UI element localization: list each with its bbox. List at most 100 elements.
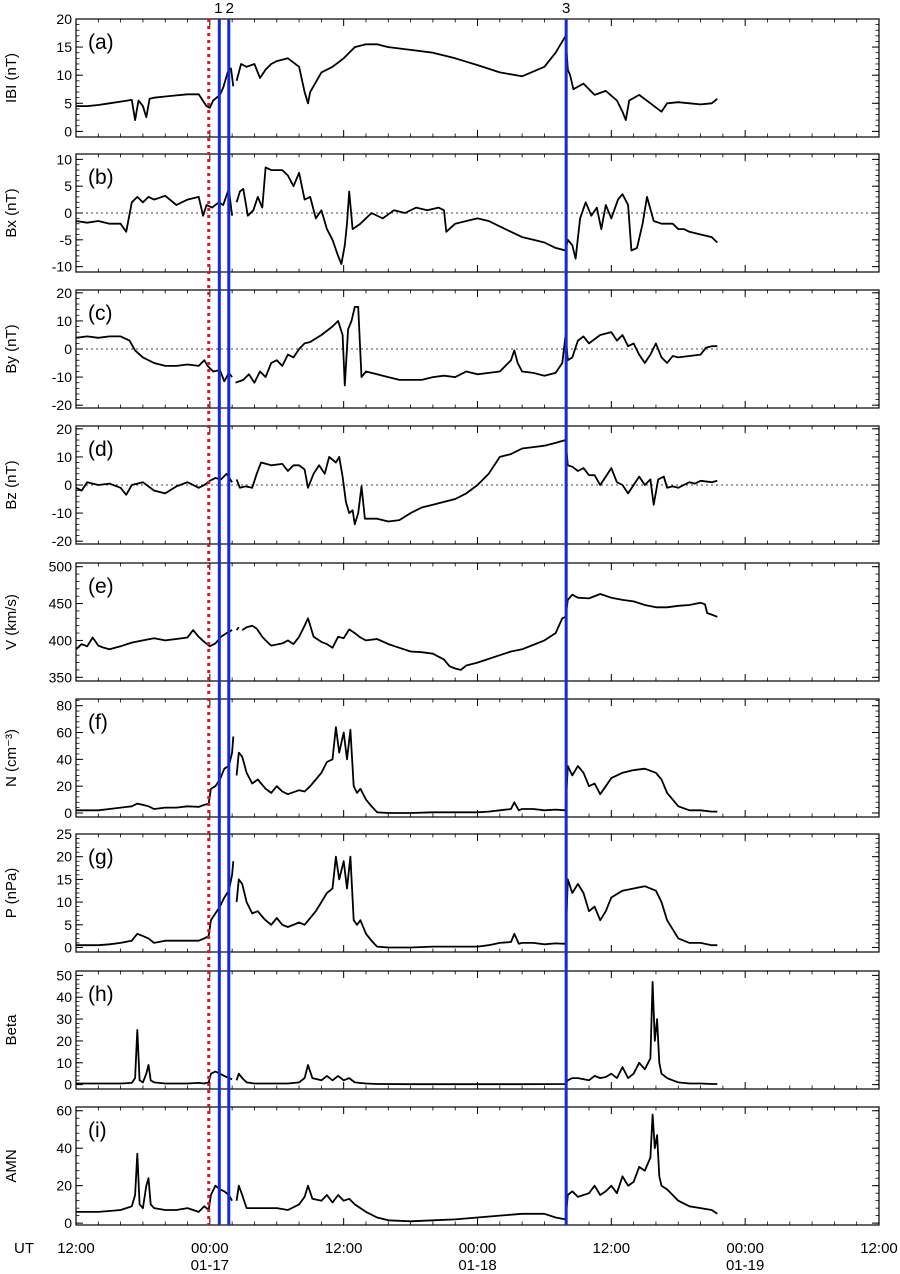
y-tick-label: 15 bbox=[56, 871, 72, 887]
panel-frame bbox=[75, 18, 880, 138]
event-label: 3 bbox=[562, 0, 570, 17]
x-date-label: 01-17 bbox=[191, 1257, 229, 1274]
x-tick-label: 00:00 bbox=[726, 1240, 764, 1257]
y-tick-label: 20 bbox=[56, 11, 72, 27]
y-tick-label: 40 bbox=[56, 989, 72, 1005]
y-tick-label: 20 bbox=[56, 421, 72, 437]
series-line-b bbox=[235, 166, 718, 265]
series-line-c bbox=[235, 305, 718, 387]
y-tick-label: 0 bbox=[64, 205, 72, 221]
y-tick-label: 50 bbox=[56, 967, 72, 983]
y-axis-label: Beta bbox=[3, 1014, 20, 1046]
panel-label: (d) bbox=[88, 438, 114, 461]
y-tick-label: 15 bbox=[56, 39, 72, 55]
panel-a: 0 5 10 15 20 (a) IBI (nT) bbox=[3, 11, 880, 139]
y-tick-label: 30 bbox=[56, 1011, 72, 1027]
x-date-label: 01-19 bbox=[726, 1257, 764, 1274]
y-tick-label: 0 bbox=[64, 1077, 72, 1093]
y-tick-label: -10 bbox=[52, 369, 72, 385]
y-axis-label: P (nPa) bbox=[3, 868, 20, 919]
y-axis-label: IBI (nT) bbox=[3, 53, 20, 103]
x-date-label: 01-18 bbox=[458, 1257, 496, 1274]
y-tick-label: -20 bbox=[52, 533, 72, 549]
panel-frame bbox=[75, 970, 880, 1090]
panel-d: -20 -10 0 10 20 (d) Bz (nT) bbox=[3, 421, 880, 549]
y-tick-label: -20 bbox=[52, 397, 72, 413]
y-tick-label: 40 bbox=[56, 1140, 72, 1156]
series-line-e bbox=[75, 629, 233, 651]
x-tick-label: 00:00 bbox=[191, 1240, 229, 1257]
y-tick-label: 20 bbox=[56, 285, 72, 301]
y-axis-label: V (km/s) bbox=[3, 594, 20, 650]
event-label: 2 bbox=[226, 0, 234, 17]
y-tick-label: 0 bbox=[64, 341, 72, 357]
panel-b: -10 -5 0 5 10 (b) Bx (nT) bbox=[3, 151, 880, 275]
y-tick-label: 400 bbox=[49, 632, 73, 648]
panel-label: (e) bbox=[88, 575, 114, 598]
y-tick-label: 80 bbox=[56, 698, 72, 714]
x-tick-label: 12:00 bbox=[593, 1240, 631, 1257]
series-line-d bbox=[75, 472, 233, 496]
y-tick-label: 20 bbox=[56, 778, 72, 794]
y-axis-label: By (nT) bbox=[3, 324, 20, 373]
y-tick-label: 5 bbox=[64, 917, 72, 933]
y-axis-label: AMN bbox=[3, 1149, 20, 1182]
y-tick-label: 10 bbox=[56, 449, 72, 465]
y-tick-label: -10 bbox=[52, 259, 72, 275]
panel-c: -20 -10 0 10 20 (c) By (nT) bbox=[3, 285, 880, 413]
series-line-f bbox=[235, 726, 718, 814]
series-line-h bbox=[235, 981, 718, 1086]
series-line-e bbox=[235, 626, 240, 631]
y-tick-label: 20 bbox=[56, 1178, 72, 1194]
event-label: 1 bbox=[214, 0, 222, 17]
y-tick-label: 10 bbox=[56, 313, 72, 329]
x-axis-label: UT bbox=[14, 1240, 34, 1257]
y-tick-label: 20 bbox=[56, 1033, 72, 1049]
y-tick-label: 40 bbox=[56, 751, 72, 767]
y-tick-label: -5 bbox=[60, 232, 73, 248]
panel-label: (f) bbox=[88, 711, 108, 734]
y-tick-label: 10 bbox=[56, 894, 72, 910]
x-tick-label: 00:00 bbox=[459, 1240, 497, 1257]
panel-h: 0 10 20 30 40 50 (h) Beta bbox=[3, 967, 880, 1093]
panel-label: (i) bbox=[88, 1119, 107, 1142]
panel-label: (c) bbox=[88, 302, 113, 325]
y-tick-label: 0 bbox=[64, 1215, 72, 1231]
panel-i: 0 20 40 60 (i) AMN bbox=[3, 1103, 880, 1231]
series-line-a bbox=[235, 35, 718, 121]
panel-g: 0 5 10 15 20 25 (g) P (nPa) bbox=[3, 826, 880, 955]
panel-label: (a) bbox=[88, 31, 114, 54]
series-line-d bbox=[235, 439, 718, 526]
series-line-e bbox=[241, 593, 718, 671]
y-tick-label: 450 bbox=[49, 596, 73, 612]
y-tick-label: 25 bbox=[56, 826, 72, 842]
series-line-b bbox=[75, 187, 233, 233]
panel-e: 350 400 450 500 (e) V (km/s) bbox=[3, 559, 880, 685]
series-line-f bbox=[76, 736, 235, 812]
x-tick-label: 12:00 bbox=[860, 1240, 898, 1257]
panel-label: (g) bbox=[88, 846, 114, 869]
y-tick-label: 20 bbox=[56, 849, 72, 865]
y-tick-label: 500 bbox=[49, 559, 73, 575]
y-tick-label: 5 bbox=[64, 95, 72, 111]
panel-frame bbox=[75, 833, 880, 953]
y-tick-label: 10 bbox=[56, 67, 72, 83]
x-tick-label: 12:00 bbox=[57, 1240, 95, 1257]
panel-label: (h) bbox=[88, 983, 114, 1006]
y-tick-label: 10 bbox=[56, 151, 72, 167]
y-tick-label: 10 bbox=[56, 1055, 72, 1071]
series-line-g bbox=[76, 861, 235, 947]
panel-frame bbox=[75, 1106, 880, 1226]
y-axis-label: N (cm⁻³) bbox=[3, 729, 20, 787]
panel-label: (b) bbox=[88, 166, 114, 189]
series-line-i bbox=[76, 1152, 233, 1213]
y-tick-label: -10 bbox=[52, 505, 72, 521]
y-axis-label: Bx (nT) bbox=[3, 188, 20, 237]
y-tick-label: 60 bbox=[56, 1103, 72, 1119]
y-tick-label: 350 bbox=[49, 669, 73, 685]
series-line-g bbox=[235, 855, 718, 949]
x-tick-label: 12:00 bbox=[325, 1240, 363, 1257]
